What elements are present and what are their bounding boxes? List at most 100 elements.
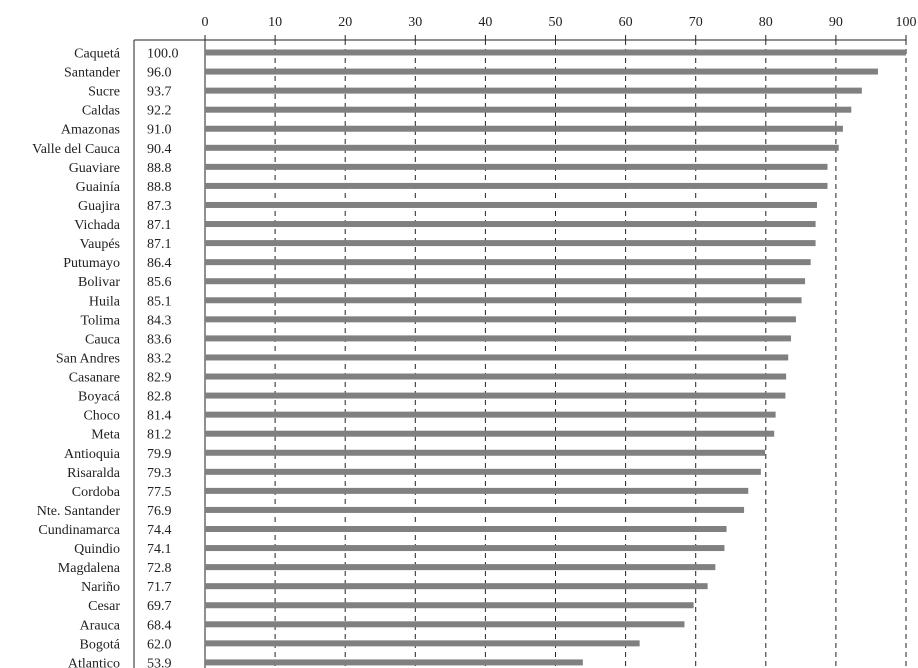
bar-9: [205, 221, 816, 228]
bar-25: [205, 526, 727, 532]
bar-4: [205, 125, 843, 132]
tick-label-40: 40: [478, 15, 492, 30]
bar-15: [205, 335, 792, 342]
bar-14: [205, 316, 796, 323]
bar-20: [205, 430, 775, 437]
value-label: 88.8: [147, 180, 172, 195]
category-label: Cundinamarca: [38, 523, 120, 538]
category-label: Magdalena: [58, 561, 121, 576]
bar-17: [205, 373, 787, 380]
bar-6: [205, 163, 828, 170]
value-label: 79.9: [147, 447, 172, 462]
value-label: 71.7: [147, 580, 172, 595]
category-label: Quindio: [74, 542, 120, 557]
category-label: Tolima: [81, 313, 121, 328]
value-label: 79.3: [147, 466, 172, 481]
category-label: Casanare: [69, 371, 120, 386]
value-label: 83.6: [147, 332, 172, 347]
bar-27: [205, 564, 716, 571]
bar-5: [205, 144, 839, 151]
bar-13: [205, 297, 802, 304]
value-label: 81.2: [147, 428, 172, 443]
bar-3: [205, 106, 852, 113]
tick-label-100: 100: [896, 15, 917, 30]
category-label: Guainía: [76, 180, 121, 195]
category-label: Bolivar: [78, 275, 120, 290]
tick-label-50: 50: [549, 15, 563, 30]
category-label: Arauca: [80, 618, 121, 633]
bar-32: [205, 659, 583, 666]
value-label: 93.7: [147, 85, 172, 100]
bar-16: [205, 354, 789, 361]
category-label: Valle del Cauca: [32, 142, 121, 157]
bar-29: [205, 602, 694, 609]
category-label: Choco: [83, 409, 120, 424]
category-label: Guaviare: [69, 161, 120, 176]
bar-28: [205, 583, 708, 590]
category-label: Boyacá: [78, 390, 121, 405]
bar-10: [205, 240, 816, 247]
bar-12: [205, 278, 806, 285]
tick-label-60: 60: [619, 15, 633, 30]
value-label: 81.4: [147, 409, 172, 424]
value-label: 87.1: [147, 218, 172, 233]
value-label: 91.0: [147, 123, 172, 138]
bar-24: [205, 506, 745, 513]
bar-21: [205, 449, 766, 456]
value-label: 82.9: [147, 371, 172, 386]
category-label: Putumayo: [63, 256, 120, 271]
value-label: 85.6: [147, 275, 172, 290]
tick-label-0: 0: [202, 15, 209, 30]
category-label: Guajira: [78, 199, 121, 214]
bar-26: [205, 545, 725, 552]
tick-label-20: 20: [338, 15, 352, 30]
value-label: 84.3: [147, 313, 172, 328]
category-label: Caquetá: [74, 47, 121, 62]
bar-31: [205, 640, 640, 647]
bar-11: [205, 259, 811, 266]
bar-7: [205, 182, 828, 189]
value-label: 74.1: [147, 542, 172, 557]
value-label: 86.4: [147, 256, 172, 271]
category-label: Cauca: [85, 332, 121, 347]
bar-8: [205, 201, 817, 208]
value-label: 85.1: [147, 294, 172, 309]
value-label: 88.8: [147, 161, 172, 176]
value-label: 82.8: [147, 390, 172, 405]
bar-18: [205, 392, 786, 399]
category-label: Amazonas: [61, 123, 120, 138]
tick-label-70: 70: [689, 15, 703, 30]
category-label: Huila: [89, 294, 121, 309]
category-label: Meta: [91, 428, 121, 443]
category-label: Santander: [64, 66, 120, 81]
bar-0: [205, 49, 906, 56]
category-labels: Caquetá Santander Sucre Caldas Amazonas Valle…: [32, 47, 121, 668]
category-label: San Andres: [56, 351, 120, 366]
category-label: Nariño: [81, 580, 120, 595]
value-label: 77.5: [147, 485, 172, 500]
category-label: Cordoba: [72, 485, 121, 500]
category-label: Risaralda: [67, 466, 121, 481]
value-label: 96.0: [147, 66, 172, 81]
value-label: 100.0: [147, 47, 179, 62]
category-label: Sucre: [88, 85, 120, 100]
tick-label-10: 10: [268, 15, 282, 30]
category-label: Caldas: [82, 104, 120, 119]
value-label: 92.2: [147, 104, 172, 119]
bar-30: [205, 621, 685, 628]
category-label: Atlantico: [68, 656, 120, 668]
x-axis-ticks: 0 10 20 30 40 50 60 70 80 90 100: [202, 15, 917, 40]
category-label: Vichada: [74, 218, 121, 233]
tick-label-90: 90: [829, 15, 843, 30]
bar-19: [205, 411, 776, 418]
bar-23: [205, 487, 749, 494]
tick-label-30: 30: [408, 15, 422, 30]
value-label: 87.1: [147, 237, 172, 252]
value-label: 90.4: [147, 142, 172, 157]
category-label: Nte. Santander: [37, 504, 121, 519]
tick-label-80: 80: [759, 15, 773, 30]
value-label: 76.9: [147, 504, 172, 519]
value-label: 87.3: [147, 199, 172, 214]
gridlines: [204, 40, 907, 668]
